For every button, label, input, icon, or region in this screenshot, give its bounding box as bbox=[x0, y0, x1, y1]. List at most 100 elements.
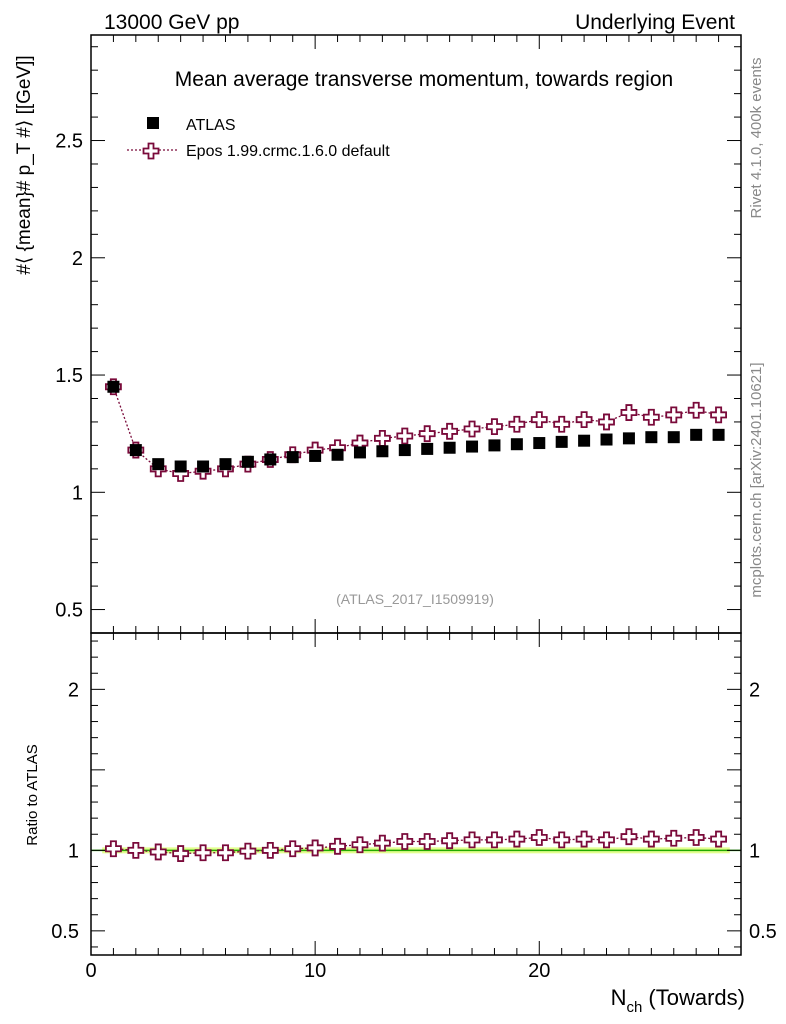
ratio-mc-point bbox=[418, 833, 436, 850]
header-left: 13000 GeV pp bbox=[104, 11, 239, 34]
main-y-tick-label: 1 bbox=[72, 482, 83, 504]
ratio-mc-point bbox=[149, 843, 167, 861]
atlas-point bbox=[353, 446, 366, 459]
mc-point bbox=[508, 415, 526, 433]
series-lines bbox=[112, 386, 719, 855]
atlas-point bbox=[555, 435, 568, 448]
mc-point bbox=[710, 406, 727, 424]
atlas-point bbox=[219, 458, 232, 471]
atlas-point bbox=[152, 458, 165, 471]
atlas-point bbox=[690, 428, 703, 441]
atlas-point bbox=[197, 460, 210, 473]
atlas-point bbox=[443, 441, 456, 454]
atlas-point bbox=[488, 439, 501, 452]
tick-layer: 0.511.522.50.5 0.51 12 20 10 20 bbox=[51, 35, 777, 982]
main-y-tick-label: 2.5 bbox=[55, 131, 83, 153]
analysis-watermark: (ATLAS_2017_I1509919) bbox=[336, 591, 494, 607]
ratio-mc-point bbox=[373, 834, 391, 852]
mc-point bbox=[553, 415, 571, 433]
ratio-mc-point bbox=[620, 828, 638, 846]
main-y-tick-label: 1.5 bbox=[55, 365, 83, 387]
ratio-mc-point bbox=[575, 830, 593, 848]
atlas-point bbox=[622, 432, 635, 445]
main-y-axis-label: #⟨ {mean}# p_T #⟩ [[GeV]] bbox=[14, 55, 35, 274]
legend-mc-label: Epos 1.99.crmc.1.6.0 default bbox=[186, 143, 390, 160]
atlas-point bbox=[129, 444, 142, 457]
legend: ATLAS Epos 1.99.crmc.1.6.0 default bbox=[127, 117, 390, 160]
ratio-mc-point bbox=[463, 831, 481, 849]
ratio-mc-point bbox=[396, 833, 414, 850]
ratio-mc-point bbox=[598, 831, 615, 849]
mcplots-label: mcplots.cern.ch [arXiv:2401.10621] bbox=[748, 362, 765, 597]
ratio-mc-point bbox=[553, 831, 571, 849]
ratio-mc-point bbox=[441, 832, 459, 850]
ratio-mc-point bbox=[329, 837, 346, 855]
ratio-mc-point bbox=[351, 836, 369, 854]
ratio-y-tick-label-right: 0.5 bbox=[749, 921, 777, 943]
atlas-point bbox=[107, 380, 120, 393]
main-y-tick-label: 2 bbox=[72, 248, 83, 270]
main-y-tick-label: 0.5 bbox=[55, 600, 83, 622]
legend-atlas-marker bbox=[147, 117, 159, 129]
ratio-mc-point bbox=[530, 829, 548, 846]
data-marks bbox=[105, 378, 727, 862]
ratio-mc-point bbox=[642, 830, 660, 848]
ratio-mc-point bbox=[508, 830, 526, 848]
x-axis-label: Nch (Towards) bbox=[611, 985, 745, 1016]
atlas-point bbox=[510, 438, 523, 451]
ratio-y-tick-label-right: 1 bbox=[749, 840, 760, 862]
mc-point bbox=[441, 422, 459, 440]
atlas-point bbox=[667, 431, 680, 444]
legend-atlas-label: ATLAS bbox=[186, 117, 236, 134]
x-tick-label: 10 bbox=[304, 960, 326, 982]
atlas-point bbox=[241, 455, 254, 468]
atlas-point bbox=[600, 433, 613, 446]
legend-mc-marker bbox=[142, 142, 160, 160]
atlas-point bbox=[421, 442, 434, 455]
atlas-point bbox=[712, 428, 725, 441]
mc-point bbox=[687, 401, 705, 419]
atlas-point bbox=[578, 434, 591, 447]
ratio-y-tick-label-right: 2 bbox=[749, 679, 760, 701]
atlas-point bbox=[286, 451, 299, 464]
ratio-mc-point bbox=[710, 830, 727, 848]
ratio-mc-point bbox=[306, 839, 324, 857]
ratio-y-axis-label: Ratio to ATLAS bbox=[24, 744, 41, 845]
mc-point bbox=[642, 408, 660, 426]
x-tick-label: 20 bbox=[528, 960, 550, 982]
ratio-mc-point bbox=[194, 844, 212, 862]
mc-point bbox=[620, 404, 638, 421]
mc-point bbox=[598, 413, 615, 431]
mc-point bbox=[418, 425, 436, 443]
ratio-mc-point bbox=[105, 840, 122, 858]
ratio-mc-point bbox=[486, 831, 503, 849]
atlas-point bbox=[331, 448, 344, 461]
mc-point bbox=[396, 427, 414, 445]
ratio-y-tick-label: 2 bbox=[68, 679, 79, 701]
header-right: Underlying Event bbox=[575, 11, 735, 34]
ratio-mc-point bbox=[261, 841, 279, 859]
ratio-mc-point bbox=[172, 845, 190, 862]
ratio-mc-point bbox=[127, 841, 145, 859]
ratio-mc-point bbox=[687, 829, 705, 846]
mc-point bbox=[373, 429, 391, 447]
mc-point bbox=[530, 411, 548, 428]
rivet-label: Rivet 4.1.0, 400k events bbox=[748, 58, 765, 219]
atlas-point bbox=[174, 460, 187, 473]
ratio-mc-line bbox=[113, 836, 719, 855]
atlas-point bbox=[533, 437, 546, 450]
ratio-panel-frame bbox=[90, 632, 742, 956]
ratio-mc-point bbox=[284, 840, 302, 858]
mc-line bbox=[112, 386, 719, 475]
mc-point bbox=[665, 406, 683, 424]
atlas-point bbox=[264, 453, 277, 466]
ratio-mc-point bbox=[665, 829, 683, 847]
x-tick-label: 0 bbox=[85, 960, 96, 982]
atlas-point bbox=[309, 449, 322, 462]
plot-title: Mean average transverse momentum, toward… bbox=[175, 68, 673, 91]
mc-point bbox=[463, 420, 481, 438]
mc-point bbox=[486, 418, 503, 436]
ratio-y-tick-label: 1 bbox=[68, 840, 79, 862]
atlas-point bbox=[466, 440, 479, 453]
